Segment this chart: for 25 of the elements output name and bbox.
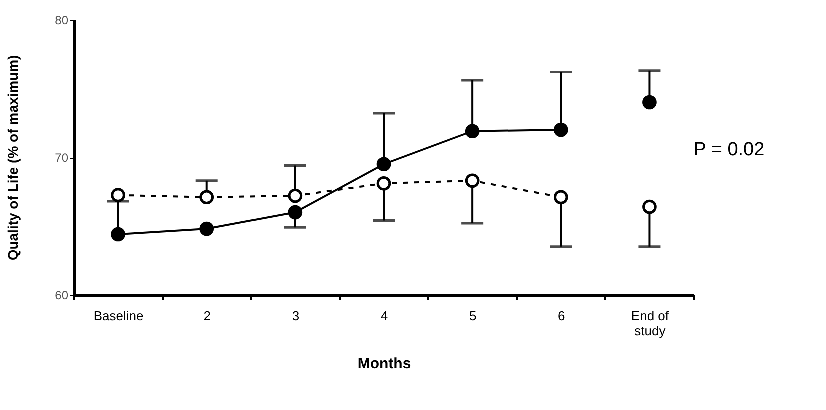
x-tick-label: 6 bbox=[558, 308, 566, 324]
x-tick-label: 5 bbox=[469, 308, 477, 324]
annotation: P = 0.02 bbox=[694, 139, 765, 160]
x-tick-label: 2 bbox=[204, 308, 211, 324]
point bbox=[554, 122, 568, 138]
point bbox=[288, 188, 303, 204]
x-tick-label: Baseline bbox=[94, 308, 144, 324]
point bbox=[111, 227, 126, 242]
x-axis-title: Months bbox=[358, 356, 412, 372]
point bbox=[465, 124, 480, 139]
x-tick-label: 4 bbox=[380, 308, 388, 324]
point bbox=[376, 176, 392, 191]
y-tick-label: 80 bbox=[55, 14, 69, 28]
x-tick-label: End of study bbox=[631, 308, 670, 338]
point bbox=[200, 190, 214, 205]
x-tick-label: 3 bbox=[292, 308, 300, 324]
point bbox=[288, 205, 303, 220]
point bbox=[376, 157, 392, 172]
point bbox=[554, 190, 568, 205]
point bbox=[465, 174, 480, 188]
point bbox=[111, 188, 126, 202]
y-tick-label: 60 bbox=[55, 288, 69, 302]
y-axis-title: Quality of Life (% of maximum) bbox=[5, 55, 22, 261]
y-tick-label: 70 bbox=[55, 151, 69, 165]
point bbox=[200, 222, 214, 236]
